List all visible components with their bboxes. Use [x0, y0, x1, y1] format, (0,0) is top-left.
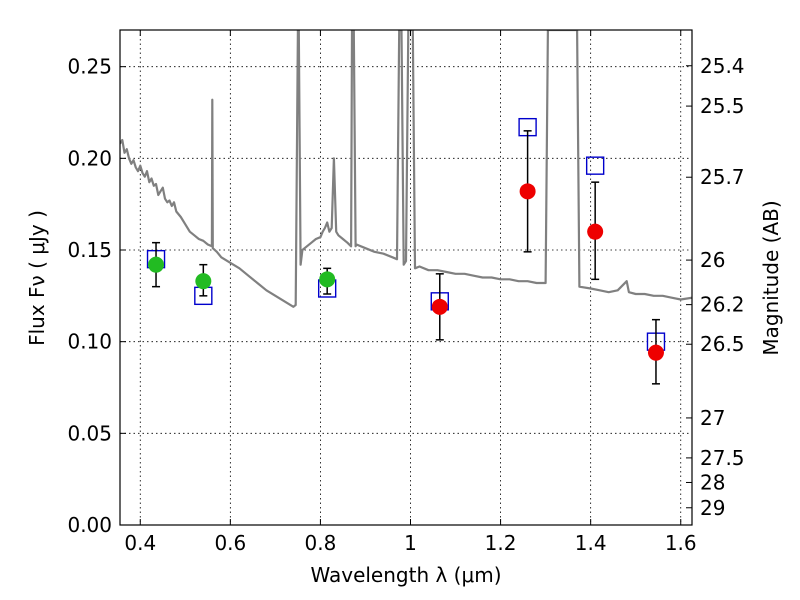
right-tick-label: 27 [700, 406, 725, 430]
y-tick-label: 0.20 [67, 146, 112, 170]
observed-flux-point [148, 256, 165, 273]
x-tick-label: 0.4 [124, 531, 156, 555]
x-tick-label: 1.2 [485, 531, 517, 555]
right-tick-label: 29 [700, 496, 725, 520]
right-tick-label: 27.5 [700, 446, 745, 470]
model-flux-square [585, 156, 605, 175]
model-spectrum-line [120, 30, 692, 308]
observed-flux-point [319, 271, 336, 288]
x-axis-label: Wavelength λ (μm) [310, 563, 501, 587]
x-tick-label: 1.4 [575, 531, 607, 555]
right-tick-label: 26 [700, 248, 725, 272]
right-axis-label: Magnitude (AB) [759, 200, 783, 355]
plot-frame [119, 29, 693, 526]
y-tick-label: 0.00 [67, 513, 112, 537]
y-tick-label: 0.15 [67, 238, 112, 262]
right-tick-label: 25.7 [700, 165, 745, 189]
x-tick-label: 1 [404, 531, 417, 555]
plot-markers [146, 117, 666, 385]
right-tick-label: 26.5 [700, 332, 745, 356]
observed-flux-point [195, 273, 212, 290]
right-tick-label: 25.5 [700, 94, 745, 118]
axis-ticks: 0.4 0.6 0.8 1 1.2 1.4 1.6 0.00 0.05 0.10 0.15 0.20 0… [67, 30, 745, 555]
observed-flux-point [519, 183, 536, 200]
x-tick-label: 1.6 [665, 531, 697, 555]
plot-data [120, 30, 692, 308]
observed-flux-point [431, 298, 448, 315]
y-tick-label: 0.05 [67, 421, 112, 445]
x-tick-label: 0.8 [305, 531, 337, 555]
right-tick-label: 26.2 [700, 293, 745, 317]
y-axis-label: Flux Fν ( μJy ) [25, 210, 49, 346]
observed-flux-point [587, 223, 604, 240]
y-tick-label: 0.10 [67, 330, 112, 354]
right-tick-label: 25.4 [700, 54, 745, 78]
right-tick-label: 28 [700, 470, 725, 494]
y-tick-label: 0.25 [67, 55, 112, 79]
x-tick-label: 0.6 [214, 531, 246, 555]
observed-flux-point [647, 344, 664, 361]
